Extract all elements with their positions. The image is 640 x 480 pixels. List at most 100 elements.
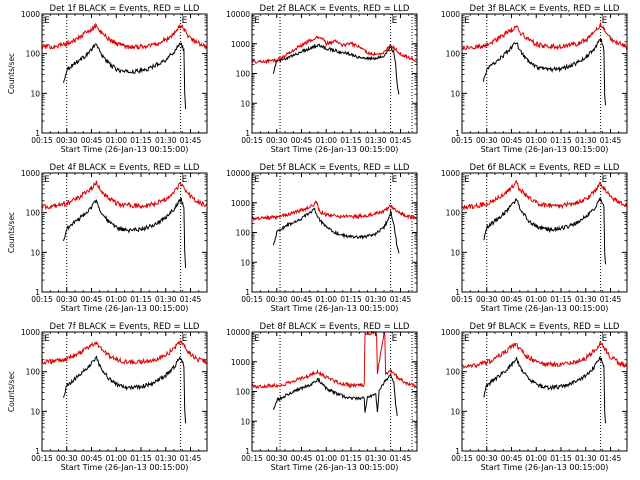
y-tick-label: 100: [446, 368, 461, 377]
x-tick-label: 01:15: [550, 454, 572, 463]
x-tick-label: 00:30: [56, 136, 78, 145]
panel-title: Det 5f BLACK = Events, RED = LLD: [260, 163, 410, 173]
y-tick-label: 1: [35, 288, 40, 297]
start-marker-label: E: [254, 16, 260, 26]
plot-frame: [251, 13, 418, 134]
x-tick-label: 00:15: [241, 136, 263, 145]
y-tick-label: 1000: [21, 169, 40, 178]
x-tick-label: 00:15: [451, 136, 473, 145]
x-axis-label: Start Time (26-Jan-13 00:15:00): [61, 145, 189, 154]
x-axis-label: Start Time (26-Jan-13 00:15:00): [271, 463, 399, 472]
events-series-line: [63, 42, 187, 110]
end-marker-label: E: [392, 16, 398, 26]
y-tick-label: 10: [240, 258, 250, 267]
y-axis-label: Counts/sec: [7, 212, 16, 253]
x-tick-label: 00:45: [501, 295, 523, 304]
plot-frame: [461, 13, 628, 134]
y-tick-label: 10: [30, 407, 40, 416]
x-tick-label: 00:30: [56, 295, 78, 304]
end-marker-label: E: [392, 175, 398, 185]
y-tick-label: 1: [245, 129, 250, 138]
x-tick-label: 00:45: [81, 295, 103, 304]
x-axis-label: Start Time (26-Jan-13 00:15:00): [271, 145, 399, 154]
x-axis-label: Start Time (26-Jan-13 00:15:00): [61, 304, 189, 313]
end-marker-label: E: [392, 334, 398, 344]
x-tick-label: 00:15: [31, 295, 53, 304]
y-tick-label: 1: [35, 447, 40, 456]
panel-title: Det 2f BLACK = Events, RED = LLD: [260, 4, 410, 14]
events-series-line: [63, 197, 187, 269]
y-tick-label: 10000: [226, 169, 250, 178]
panel-title: Det 1f BLACK = Events, RED = LLD: [50, 4, 200, 14]
plot-frame: [41, 331, 208, 452]
events-series-line: [482, 38, 606, 106]
y-tick-label: 1: [245, 447, 250, 456]
end-marker-label: E: [182, 334, 188, 344]
x-tick-label: 01:15: [130, 454, 152, 463]
y-tick-label: 100: [26, 50, 41, 59]
y-tick-label: 1000: [21, 10, 40, 19]
panel-title: Det 6f BLACK = Events, RED = LLD: [470, 163, 620, 173]
y-tick-label: 1000: [231, 199, 250, 208]
start-marker-label: E: [254, 334, 260, 344]
x-tick-label: 01:30: [365, 136, 387, 145]
start-marker-label: E: [254, 175, 260, 185]
x-tick-label: 01:30: [575, 136, 597, 145]
x-tick-label: 00:30: [266, 454, 288, 463]
x-tick-label: 01:00: [105, 295, 127, 304]
x-tick-label: 01:15: [340, 136, 362, 145]
y-tick-label: 10: [240, 99, 250, 108]
end-marker-label: E: [602, 175, 608, 185]
x-tick-label: 00:15: [31, 136, 53, 145]
x-axis-label: Start Time (26-Jan-13 00:15:00): [481, 463, 609, 472]
x-tick-label: 00:15: [451, 454, 473, 463]
panel-title: Det 3f BLACK = Events, RED = LLD: [470, 4, 620, 14]
x-tick-label: 01:00: [525, 136, 547, 145]
y-tick-label: 1000: [231, 40, 250, 49]
x-tick-label: 01:30: [365, 295, 387, 304]
y-axis-label: Counts/sec: [7, 371, 16, 412]
x-tick-label: 01:45: [180, 295, 202, 304]
lld-series-line: [461, 341, 628, 369]
x-tick-label: 01:15: [340, 295, 362, 304]
x-tick-label: 00:30: [476, 295, 498, 304]
y-tick-label: 100: [236, 229, 251, 238]
x-tick-label: 01:45: [600, 454, 622, 463]
x-tick-label: 01:45: [600, 295, 622, 304]
x-tick-label: 01:00: [105, 136, 127, 145]
plot-frame: [41, 172, 208, 293]
x-tick-label: 01:00: [315, 136, 337, 145]
x-tick-label: 00:45: [501, 136, 523, 145]
plot-frame: [461, 172, 628, 293]
x-tick-label: 00:15: [451, 295, 473, 304]
x-tick-label: 00:45: [81, 454, 103, 463]
x-tick-label: 00:30: [476, 454, 498, 463]
events-series-line: [272, 207, 400, 254]
lld-series-line: [41, 22, 208, 51]
x-tick-label: 00:15: [31, 454, 53, 463]
x-tick-label: 00:45: [291, 454, 313, 463]
start-marker-label: E: [44, 334, 50, 344]
lld-series-line: [251, 35, 418, 65]
x-tick-label: 01:15: [130, 295, 152, 304]
x-axis-label: Start Time (26-Jan-13 00:15:00): [61, 463, 189, 472]
y-tick-label: 1000: [441, 328, 460, 337]
x-tick-label: 01:30: [575, 454, 597, 463]
lld-series-line: [41, 340, 208, 365]
y-tick-label: 1000: [231, 358, 250, 367]
y-tick-label: 10: [450, 89, 460, 98]
events-series-line: [483, 356, 606, 424]
y-tick-label: 1000: [441, 10, 460, 19]
events-series-line: [483, 197, 606, 265]
y-tick-label: 10: [30, 89, 40, 98]
x-tick-label: 00:45: [501, 454, 523, 463]
y-tick-label: 100: [446, 209, 461, 218]
end-marker-label: E: [182, 16, 188, 26]
panel-title: Det 8f BLACK = Events, RED = LLD: [260, 322, 410, 332]
